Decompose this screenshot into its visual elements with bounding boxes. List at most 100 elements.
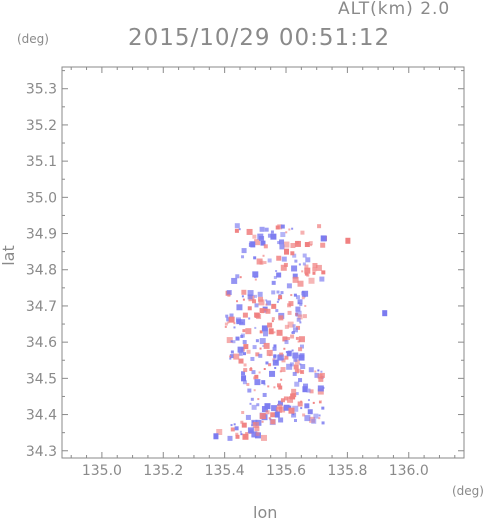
radar-pixel — [321, 421, 325, 425]
radar-pixel — [250, 356, 255, 361]
radar-pixel — [304, 415, 311, 422]
plot-frame — [61, 66, 465, 459]
radar-pixel — [274, 411, 280, 418]
radar-pixel — [236, 304, 243, 311]
radar-pixel — [269, 370, 276, 377]
radar-pixel — [270, 233, 277, 240]
radar-pixel — [263, 261, 267, 265]
radar-pixel — [295, 295, 300, 300]
radar-pixel — [280, 367, 286, 373]
radar-pixel — [266, 300, 272, 306]
radar-pixel — [267, 233, 272, 238]
radar-pixel — [313, 413, 319, 419]
radar-pixel — [239, 430, 242, 433]
radar-pixel — [275, 270, 278, 273]
y-axis-label: lat — [0, 245, 18, 266]
radar-pixel — [259, 338, 266, 345]
radar-pixel — [320, 370, 323, 373]
radar-pixel — [294, 369, 299, 374]
radar-pixel — [270, 230, 274, 234]
radar-pixel — [252, 421, 259, 428]
radar-pixel — [317, 388, 324, 395]
radar-pixel — [271, 317, 275, 321]
radar-pixel — [241, 371, 246, 376]
radar-pixel — [254, 379, 261, 386]
y-tick-label: 35.0 — [26, 190, 57, 206]
radar-pixel — [318, 414, 321, 417]
radar-pixel — [280, 224, 285, 229]
radar-pixel — [240, 433, 243, 436]
radar-pixel — [276, 255, 282, 261]
radar-pixel — [315, 264, 322, 271]
x-tick-label: 135.8 — [327, 463, 367, 479]
radar-pixel — [234, 223, 240, 229]
radar-pixel — [305, 257, 311, 263]
radar-pixel — [242, 329, 246, 333]
radar-pixel — [295, 392, 299, 396]
radar-pixel — [282, 336, 288, 342]
radar-pixel — [232, 340, 236, 344]
x-tick-label: 135.6 — [266, 463, 306, 479]
radar-pixel — [268, 417, 271, 420]
radar-pixel — [227, 293, 231, 297]
radar-pixel — [273, 275, 277, 279]
radar-pixel — [297, 368, 302, 373]
radar-pixel — [291, 331, 295, 335]
radar-pixel — [286, 283, 292, 289]
radar-pixel — [311, 418, 317, 424]
radar-pixel — [301, 296, 305, 300]
radar-pixel — [229, 313, 234, 318]
radar-pixel — [312, 267, 317, 272]
radar-pixel — [235, 434, 240, 439]
radar-pixel — [261, 325, 268, 332]
radar-pixel — [292, 253, 297, 258]
radar-pixel — [263, 367, 266, 370]
radar-pixel — [247, 294, 253, 300]
radar-pixel — [280, 398, 285, 403]
radar-pixel — [294, 381, 300, 387]
radar-pixel — [273, 331, 276, 334]
radar-pixel — [250, 241, 256, 248]
radar-pixel — [253, 294, 257, 298]
radar-pixel — [237, 346, 244, 353]
radar-pixel — [255, 352, 260, 357]
radar-pixel — [297, 401, 303, 407]
radar-pixel — [265, 308, 271, 314]
radar-pixel — [308, 277, 315, 284]
radar-pixel — [227, 321, 230, 324]
radar-pixel — [240, 420, 244, 424]
y-tick-label: 34.7 — [26, 299, 57, 315]
radar-pixel — [259, 226, 265, 232]
radar-pixel — [288, 405, 292, 409]
radar-pixel — [259, 413, 266, 420]
radar-pixel — [314, 370, 317, 373]
radar-pixel — [298, 354, 305, 361]
radar-pixel — [295, 306, 301, 312]
radar-pixel — [276, 406, 283, 413]
radar-pixel — [308, 241, 313, 246]
radar-pixel — [302, 262, 306, 266]
radar-pixel — [290, 251, 295, 256]
radar-pixel — [290, 294, 293, 297]
radar-pixel — [290, 334, 295, 339]
radar-pixel — [213, 433, 219, 440]
radar-pixel — [249, 402, 252, 405]
y-tick-label: 34.8 — [26, 263, 57, 279]
radar-pixel — [276, 272, 282, 278]
radar-pixel — [293, 357, 298, 362]
radar-pixel — [274, 366, 277, 369]
radar-pixel — [292, 327, 298, 333]
radar-pixel — [304, 272, 308, 276]
radar-pixel — [279, 244, 285, 250]
radar-pixel — [273, 344, 277, 348]
radar-pixel — [295, 310, 302, 317]
radar-pixel — [292, 405, 299, 412]
radar-pixel — [267, 322, 273, 328]
radar-pixel — [276, 329, 283, 336]
radar-pixel — [234, 228, 239, 233]
radar-pixel — [253, 276, 256, 279]
radar-pixel — [293, 293, 297, 297]
radar-pixel — [253, 389, 256, 392]
radar-pixel — [302, 413, 306, 417]
